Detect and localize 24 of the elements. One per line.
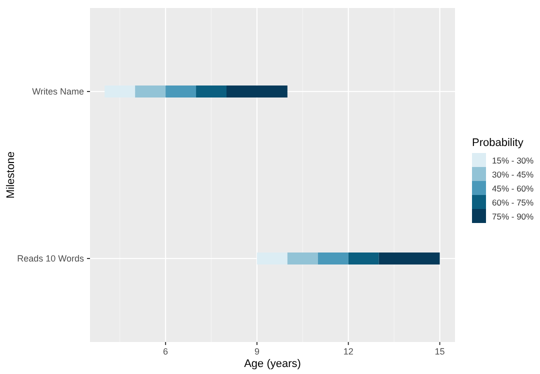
bar bbox=[318, 252, 348, 264]
bar bbox=[104, 86, 136, 98]
legend-label: 60% - 75% bbox=[492, 198, 534, 208]
legend-label: 30% - 45% bbox=[492, 170, 534, 180]
x-axis-title: Age (years) bbox=[244, 358, 301, 370]
bar bbox=[348, 252, 379, 264]
y-tick-label: Writes Name bbox=[32, 86, 84, 96]
legend-title: Probability bbox=[472, 137, 524, 149]
y-axis-title: Milestone bbox=[5, 151, 17, 199]
bar bbox=[135, 86, 166, 98]
x-tick-label: 9 bbox=[254, 346, 260, 356]
x-tick-label: 15 bbox=[434, 346, 445, 356]
y-tick-label: Reads 10 Words bbox=[17, 253, 84, 264]
bar bbox=[287, 252, 318, 264]
x-tick-label: 6 bbox=[163, 346, 168, 356]
legend-label: 75% - 90% bbox=[492, 212, 534, 222]
bar bbox=[166, 86, 196, 98]
bar bbox=[256, 252, 288, 264]
legend-label: 45% - 60% bbox=[492, 184, 534, 194]
x-tick-label: 12 bbox=[343, 346, 354, 356]
bar bbox=[196, 86, 226, 98]
bar bbox=[226, 86, 288, 98]
legend-label: 15% - 30% bbox=[492, 156, 534, 166]
bar bbox=[378, 252, 440, 264]
